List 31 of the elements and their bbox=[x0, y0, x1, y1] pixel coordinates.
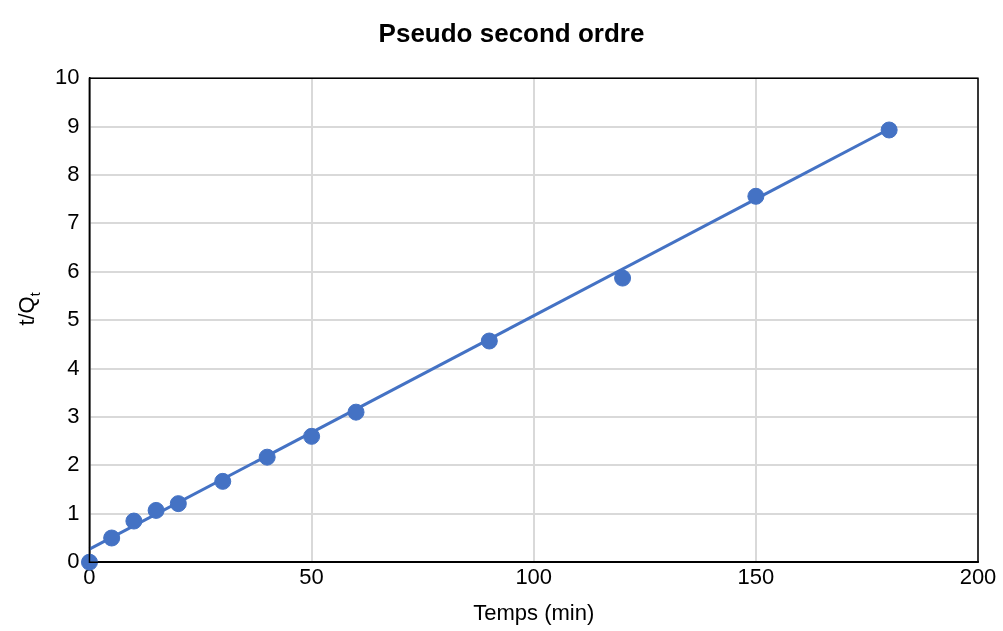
x-tick-label: 200 bbox=[959, 564, 997, 590]
y-tick-label: 9 bbox=[67, 112, 80, 138]
point bbox=[214, 472, 232, 490]
y-tick-label: 2 bbox=[67, 451, 80, 477]
x-axis-title: Temps (min) bbox=[473, 599, 595, 625]
point bbox=[147, 501, 165, 519]
point bbox=[747, 187, 765, 205]
point bbox=[303, 427, 321, 445]
y-tick-label: 3 bbox=[67, 403, 80, 429]
y-tick-label: 8 bbox=[67, 161, 80, 187]
y-tick-label: 7 bbox=[67, 209, 80, 235]
y-tick-label: 10 bbox=[54, 64, 80, 90]
x-tick-label: 150 bbox=[737, 564, 775, 590]
y-tick-label: 4 bbox=[67, 354, 80, 380]
x-tick-label: 100 bbox=[515, 564, 553, 590]
point bbox=[480, 332, 498, 350]
y-tick-label: 1 bbox=[67, 499, 80, 525]
point bbox=[103, 529, 121, 547]
y-tick-label: 6 bbox=[67, 257, 80, 283]
y-tick-label: 5 bbox=[67, 306, 80, 332]
point bbox=[80, 553, 98, 571]
y-tick-label: 0 bbox=[67, 548, 80, 574]
point bbox=[614, 269, 632, 287]
point bbox=[169, 495, 187, 513]
x-tick-label: 50 bbox=[299, 564, 324, 590]
point bbox=[258, 448, 276, 466]
x-tick-label: 0 bbox=[83, 564, 96, 590]
chart-title: Pseudo second ordre bbox=[378, 17, 645, 48]
point bbox=[880, 121, 898, 139]
point bbox=[347, 403, 365, 421]
point bbox=[125, 512, 143, 530]
